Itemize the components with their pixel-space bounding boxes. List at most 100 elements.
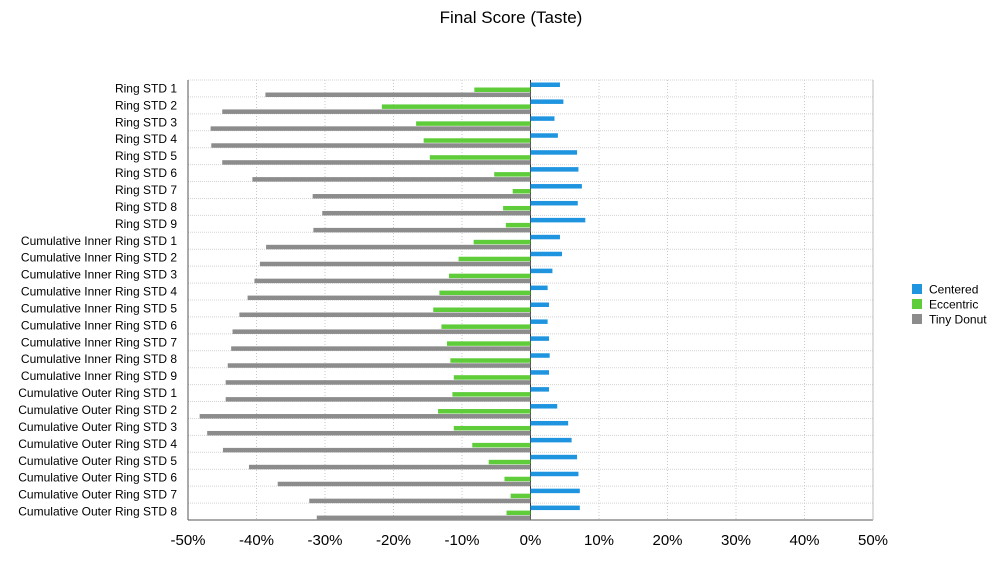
chart-title: Final Score (Taste) (439, 8, 583, 27)
category-label: Cumulative Outer Ring STD 5 (18, 454, 177, 468)
bar-tiny-donut (231, 346, 531, 351)
bar-tiny-donut (265, 92, 531, 97)
x-tick-label: -10% (444, 532, 479, 549)
bar-tiny-donut (247, 295, 531, 301)
bar-centered (530, 234, 560, 240)
bar-centered (530, 471, 579, 477)
bars (199, 82, 586, 521)
bar-tiny-donut (227, 363, 531, 368)
category-label: Ring STD 7 (115, 183, 177, 197)
category-label: Cumulative Inner Ring STD 4 (21, 285, 177, 299)
bar-centered (530, 268, 553, 274)
category-label: Cumulative Inner Ring STD 2 (21, 251, 177, 265)
x-tick-label: 20% (652, 532, 682, 549)
bar-centered (530, 133, 558, 138)
x-tick-label: 0% (520, 532, 542, 549)
bar-centered (530, 200, 578, 206)
category-label: Cumulative Outer Ring STD 7 (18, 488, 177, 502)
bar-centered (530, 336, 549, 341)
legend-label: Centered (929, 283, 978, 297)
category-label: Ring STD 3 (115, 115, 177, 129)
bar-centered (530, 150, 578, 155)
bar-centered (530, 251, 563, 257)
legend-swatch (912, 299, 922, 309)
x-tick-label: -20% (376, 532, 411, 549)
bar-centered (530, 437, 572, 443)
category-label: Ring STD 8 (115, 200, 177, 214)
bar-tiny-donut (222, 109, 531, 114)
bar-eccentric (506, 510, 531, 516)
bar-eccentric (474, 87, 531, 92)
category-label: Cumulative Inner Ring STD 8 (21, 352, 177, 366)
category-label: Ring STD 5 (115, 149, 177, 163)
x-tick-label: -40% (239, 532, 274, 549)
bar-tiny-donut (211, 143, 531, 148)
bar-tiny-donut (254, 278, 531, 284)
bar-centered (530, 302, 549, 307)
bar-eccentric (441, 324, 531, 329)
bar-eccentric (448, 273, 531, 279)
bar-tiny-donut (309, 498, 531, 504)
bar-eccentric (510, 493, 531, 499)
bar-tiny-donut (207, 430, 531, 436)
bar-tiny-donut (313, 227, 531, 233)
bar-eccentric (446, 341, 531, 346)
bar-eccentric (488, 459, 531, 465)
category-label: Cumulative Inner Ring STD 1 (21, 234, 177, 248)
bar-centered (530, 167, 579, 172)
bar-eccentric (452, 392, 531, 397)
bar-eccentric (504, 476, 531, 482)
x-tick-labels: -50% -40% -30% -20% -10% 0% 10% 20% 30% 40% 50% (170, 532, 888, 549)
category-label: Ring STD 2 (115, 98, 177, 112)
bar-centered (530, 285, 548, 291)
bar-tiny-donut (222, 160, 531, 165)
bar-centered (530, 353, 550, 358)
bar-centered (530, 420, 569, 426)
legend-label: Tiny Donut (929, 313, 987, 327)
category-label: Cumulative Outer Ring STD 4 (18, 437, 177, 451)
x-tick-label: -50% (170, 532, 205, 549)
bar-tiny-donut (277, 481, 531, 487)
bar-eccentric (439, 290, 531, 296)
bar-tiny-donut (232, 329, 531, 334)
legend-label: Eccentric (929, 298, 978, 312)
bar-tiny-donut (199, 414, 531, 419)
bar-centered (530, 404, 558, 409)
bar-tiny-donut (259, 261, 531, 267)
category-label: Ring STD 9 (115, 217, 177, 231)
bar-tiny-donut (266, 244, 531, 250)
x-tick-label: 40% (789, 532, 819, 549)
bar-eccentric (472, 442, 531, 448)
category-label: Ring STD 1 (115, 81, 177, 95)
bar-tiny-donut (239, 312, 531, 317)
bar-tiny-donut (222, 447, 531, 453)
bar-eccentric (450, 358, 531, 363)
bar-centered (530, 82, 560, 87)
bar-eccentric (458, 256, 531, 262)
category-label: Cumulative Outer Ring STD 1 (18, 386, 177, 400)
bar-centered (530, 217, 586, 223)
category-label: Cumulative Outer Ring STD 2 (18, 403, 177, 417)
x-tick-label: 50% (858, 532, 888, 549)
category-label: Cumulative Inner Ring STD 6 (21, 318, 177, 332)
bar-eccentric (512, 189, 531, 194)
bar-eccentric (453, 375, 531, 380)
bar-tiny-donut (225, 380, 531, 385)
bar-tiny-donut (312, 194, 531, 199)
bar-eccentric (429, 155, 531, 160)
bar-eccentric (505, 222, 531, 228)
bar-centered (530, 505, 580, 511)
category-label: Cumulative Inner Ring STD 9 (21, 369, 177, 383)
category-label: Cumulative Outer Ring STD 8 (18, 505, 177, 519)
category-label: Cumulative Outer Ring STD 3 (18, 420, 177, 434)
category-label: Cumulative Inner Ring STD 3 (21, 268, 177, 282)
bar-eccentric (423, 138, 531, 143)
bar-eccentric (453, 425, 531, 431)
category-labels: Ring STD 1 Ring STD 2 Ring STD 3 Ring STD 4… (18, 81, 177, 518)
bar-centered (530, 319, 548, 324)
x-tick-label: 30% (721, 532, 751, 549)
bar-centered (530, 370, 549, 375)
bar-tiny-donut (322, 210, 531, 216)
